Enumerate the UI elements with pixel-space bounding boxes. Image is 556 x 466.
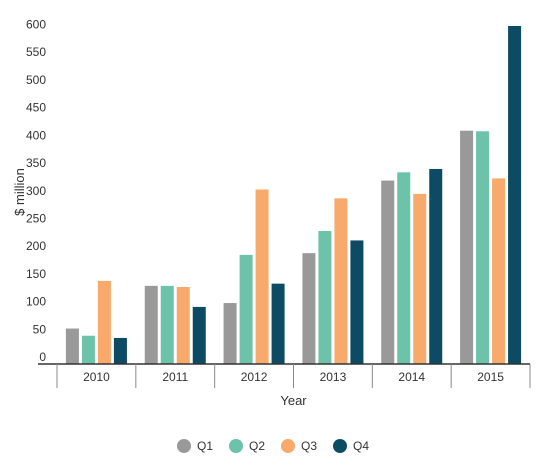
y-tick-label: 100: [26, 295, 46, 309]
x-tick-label: 2015: [477, 370, 504, 384]
y-tick-label: 200: [26, 239, 46, 253]
legend-label-q4: Q4: [353, 439, 369, 453]
bar-q1-2010: [65, 328, 79, 364]
bars: [65, 26, 522, 364]
bar-q3-2015: [492, 178, 506, 364]
legend-marker-q3: [281, 439, 295, 453]
legend-label-q2: Q2: [249, 439, 265, 453]
bar-q2-2010: [81, 335, 95, 364]
y-tick-label: 350: [26, 156, 46, 170]
y-tick-label: 550: [26, 45, 46, 59]
bar-q1-2012: [223, 303, 237, 364]
bar-q4-2010: [113, 337, 127, 364]
bar-q1-2011: [144, 285, 158, 364]
bar-q2-2012: [239, 254, 253, 364]
legend-marker-q2: [229, 439, 243, 453]
bar-q1-2014: [381, 180, 395, 364]
y-axis-title: $ million: [12, 168, 27, 216]
legend-label-q1: Q1: [197, 439, 213, 453]
bar-q1-2015: [460, 130, 474, 364]
x-tick-label: 2014: [398, 370, 425, 384]
y-tick-label: 400: [26, 128, 46, 142]
y-tick-label: 0: [39, 350, 46, 364]
x-tick-label: 2012: [241, 370, 268, 384]
y-axis-ticks: 0 50 100 150 200 250 300 350 400 450 500 550 600: [26, 18, 46, 364]
y-tick-label: 250: [26, 211, 46, 225]
bar-q3-2010: [97, 280, 111, 364]
bar-q3-2014: [413, 193, 427, 364]
bar-q1-2013: [302, 253, 316, 364]
x-tick-label: 2010: [83, 370, 110, 384]
bar-q2-2015: [476, 131, 490, 364]
y-tick-label: 300: [26, 184, 46, 198]
legend-marker-q1: [177, 439, 191, 453]
x-axis-title: Year: [280, 393, 307, 408]
x-axis: 2010 2011 2012 2013 2014 2015: [38, 363, 531, 388]
bar-q4-2014: [429, 168, 443, 364]
x-tick-label: 2013: [320, 370, 347, 384]
y-tick-label: 500: [26, 73, 46, 87]
bar-q4-2011: [192, 306, 206, 364]
legend-marker-q4: [333, 439, 347, 453]
bar-q2-2014: [397, 172, 411, 364]
bar-q2-2013: [318, 231, 332, 364]
bar-q4-2013: [350, 240, 364, 364]
y-tick-label: 50: [33, 322, 47, 336]
bar-q3-2011: [176, 286, 190, 364]
y-tick-label: 450: [26, 101, 46, 115]
legend: Q1 Q2 Q3 Q4: [177, 439, 369, 453]
y-tick-label: 600: [26, 18, 46, 32]
bar-q4-2015: [508, 26, 522, 364]
y-tick-label: 150: [26, 267, 46, 281]
legend-label-q3: Q3: [301, 439, 317, 453]
x-tick-label: 2011: [162, 370, 188, 384]
bar-q3-2013: [334, 198, 348, 364]
bar-q3-2012: [255, 189, 269, 364]
bar-q2-2011: [160, 285, 174, 364]
bar-q4-2012: [271, 283, 285, 364]
